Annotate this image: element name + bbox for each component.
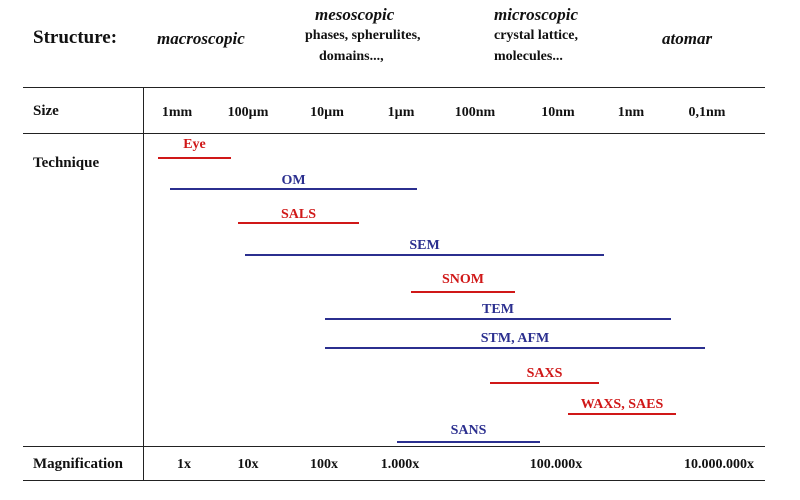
size-tick: 1nm (617, 105, 645, 120)
scale-macroscopic: macroscopic (157, 29, 245, 48)
scale-microscopic: microscopic crystal lattice, molecules..… (494, 5, 578, 67)
technique-name: SANS (450, 423, 487, 438)
technique-range-bar (170, 188, 417, 190)
technique-name: SNOM (442, 272, 484, 287)
technique-range-bar (568, 413, 676, 415)
divider-bottom (23, 480, 765, 481)
structure-label: Structure: (33, 27, 118, 48)
divider-size (23, 133, 765, 134)
divider-magnification (23, 446, 765, 447)
scale-microscopic-head: microscopic (494, 5, 579, 24)
technique-range-bar (325, 347, 705, 349)
column-divider (143, 87, 144, 480)
size-tick: 10nm (541, 105, 575, 120)
magnification-tick: 100.000x (529, 457, 583, 472)
technique-range-bar (411, 291, 515, 293)
technique-range-bar (325, 318, 671, 320)
size-tick: 100nm (454, 105, 496, 120)
scale-mesoscopic-line2: domains..., (319, 49, 384, 64)
magnification-tick: 10x (237, 457, 259, 472)
scale-atomar: atomar (662, 29, 713, 48)
technique-range-bar (397, 441, 540, 443)
technique-name: Eye (183, 137, 206, 152)
technique-name: WAXS, SAES (580, 397, 664, 412)
scale-mesoscopic: mesoscopic phases, spherulites, domains.… (305, 5, 421, 67)
size-tick: 100µm (227, 105, 269, 120)
size-tick: 0,1nm (688, 105, 726, 120)
technique-range-bar (245, 254, 604, 256)
scale-mesoscopic-head: mesoscopic (315, 5, 395, 24)
size-tick: 1µm (387, 105, 415, 120)
size-label: Size (33, 103, 59, 119)
technique-name: TEM (482, 302, 514, 317)
magnification-label: Magnification (33, 456, 123, 472)
magnification-tick: 10.000.000x (684, 457, 754, 472)
magnification-tick: 1.000x (380, 457, 420, 472)
technique-name: SAXS (526, 366, 563, 381)
technique-range-bar (158, 157, 231, 159)
magnification-tick: 1x (177, 457, 191, 472)
technique-range-bar (490, 382, 599, 384)
technique-label: Technique (33, 155, 100, 171)
technique-name: SEM (409, 238, 440, 253)
size-tick: 1mm (161, 105, 193, 120)
technique-name: OM (281, 173, 306, 188)
technique-name: STM, AFM (480, 331, 550, 346)
technique-range-bar (238, 222, 359, 224)
technique-name: SALS (280, 207, 317, 222)
scale-microscopic-line2: molecules... (494, 49, 563, 64)
size-tick: 10µm (310, 105, 344, 120)
scale-microscopic-line1: crystal lattice, (494, 28, 578, 43)
magnification-tick: 100x (310, 457, 338, 472)
scale-mesoscopic-line1: phases, spherulites, (305, 28, 421, 43)
divider-header (23, 87, 765, 88)
